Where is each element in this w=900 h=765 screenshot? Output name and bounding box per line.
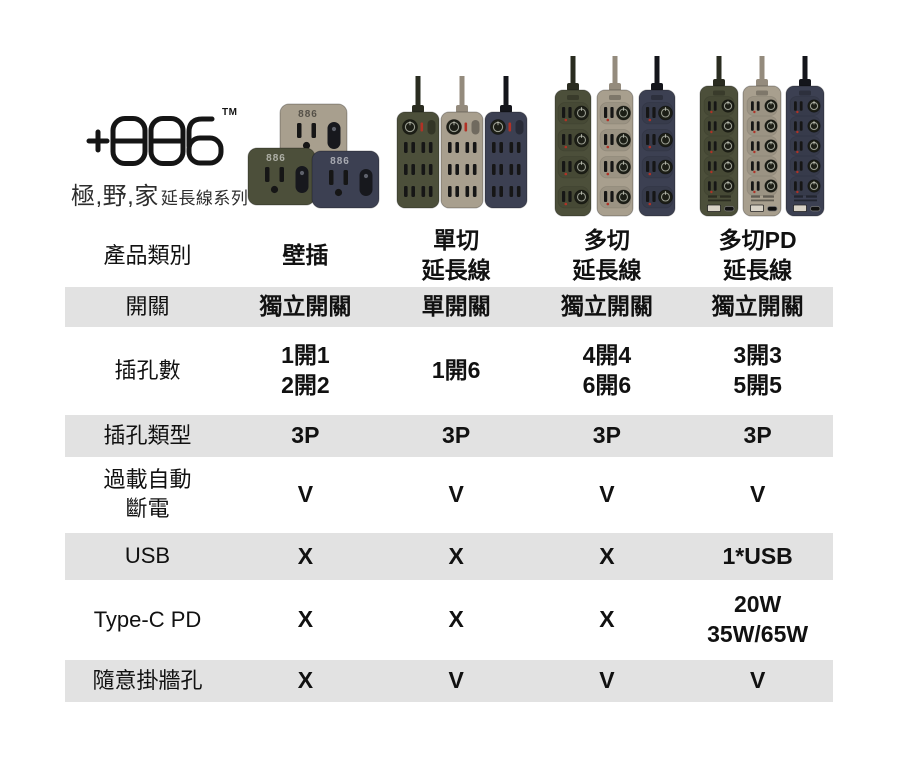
series-title: 極,野,家 延長線系列: [71, 176, 248, 211]
spec-cell: 1*USB: [722, 542, 793, 569]
row-label: 開關: [125, 293, 170, 319]
spec-cell: V: [599, 481, 615, 508]
spec-row-outlet-count: 插孔數 1開1 2開2 1開6 4開4 6開6 3開3 5開5: [65, 327, 833, 415]
spec-cell: X: [297, 606, 314, 633]
spec-cell: X: [297, 542, 314, 569]
spec-cell: 3P: [743, 422, 772, 449]
row-label: 過載自動 斷電: [103, 467, 192, 521]
spec-cell: X: [448, 606, 464, 633]
spec-row-wall-mount-hole: 隨意掛牆孔 X V V V: [65, 660, 833, 702]
spec-cell: V: [599, 667, 615, 694]
spec-cell: 3P: [291, 422, 320, 449]
spec-cell: X: [297, 667, 314, 694]
series-title-main: 極,野,家: [71, 183, 159, 210]
spec-cell: 3P: [442, 422, 471, 449]
spec-cell: V: [297, 481, 314, 508]
row-label: Type-C PD: [93, 606, 202, 632]
row-label: 隨意掛牆孔: [92, 667, 203, 693]
spec-cell: V: [749, 481, 766, 508]
spec-cell: 4開4 6開6: [582, 342, 632, 398]
spec-row-switch: 開關 獨立開關 單開關 獨立開關 獨立開關: [65, 287, 833, 327]
product-image-wall-plug: 886 886 886: [247, 98, 383, 220]
trademark-label: TM: [222, 107, 238, 118]
spec-cell: 1開1 2開2: [281, 342, 330, 398]
spec-cell: V: [448, 481, 464, 508]
spec-cell: X: [599, 542, 615, 569]
product-name-multi-switch-pd: 多切PD 延長線: [718, 227, 797, 283]
spec-row-overload-protection: 過載自動 斷電 V V V V: [65, 457, 833, 533]
product-name-wall-plug: 壁插: [282, 242, 329, 269]
product-image-multi-switch-pd-strip: [694, 56, 828, 219]
logo-886-icon: [86, 116, 224, 166]
spec-cell: X: [448, 542, 464, 569]
spec-cell: 獨立開關: [259, 293, 352, 320]
row-label: 插孔類型: [103, 422, 192, 448]
spec-table: 產品類別 壁插 單切 延長線 多切 延長線 多切PD 延長線 開關 獨立開關 單…: [65, 225, 833, 702]
spec-cell: 20W 35W/65W: [707, 591, 809, 647]
corner-label: 產品類別: [103, 242, 192, 268]
svg-text:886: 886: [298, 109, 318, 120]
product-image-multi-switch-strip: [547, 56, 679, 219]
spec-cell: 獨立開關: [711, 293, 804, 320]
product-image-single-switch-strip: [392, 76, 532, 219]
spec-row-usb: USB X X X 1*USB: [65, 533, 833, 580]
product-name-single-switch: 單切 延長線: [421, 227, 491, 283]
row-label: 插孔數: [114, 357, 181, 383]
series-title-sub: 延長線系列: [160, 189, 249, 208]
spec-cell: V: [749, 667, 766, 694]
spec-cell: 1開6: [431, 357, 481, 384]
svg-text:886: 886: [266, 153, 286, 164]
spec-cell: 3開3 5開5: [733, 342, 782, 398]
spec-cell: 單開關: [421, 293, 491, 320]
product-name-multi-switch: 多切 延長線: [572, 227, 642, 283]
spec-row-outlet-type: 插孔類型 3P 3P 3P 3P: [65, 415, 833, 457]
table-header-row: 產品類別 壁插 單切 延長線 多切 延長線 多切PD 延長線: [65, 225, 833, 287]
spec-cell: 獨立開關: [560, 293, 653, 320]
spec-cell: V: [448, 667, 464, 694]
spec-row-typec-pd: Type-C PD X X X 20W 35W/65W: [65, 580, 833, 660]
row-label: USB: [124, 543, 171, 569]
spec-cell: 3P: [592, 422, 621, 449]
svg-text:886: 886: [330, 156, 350, 167]
spec-cell: X: [599, 606, 615, 633]
